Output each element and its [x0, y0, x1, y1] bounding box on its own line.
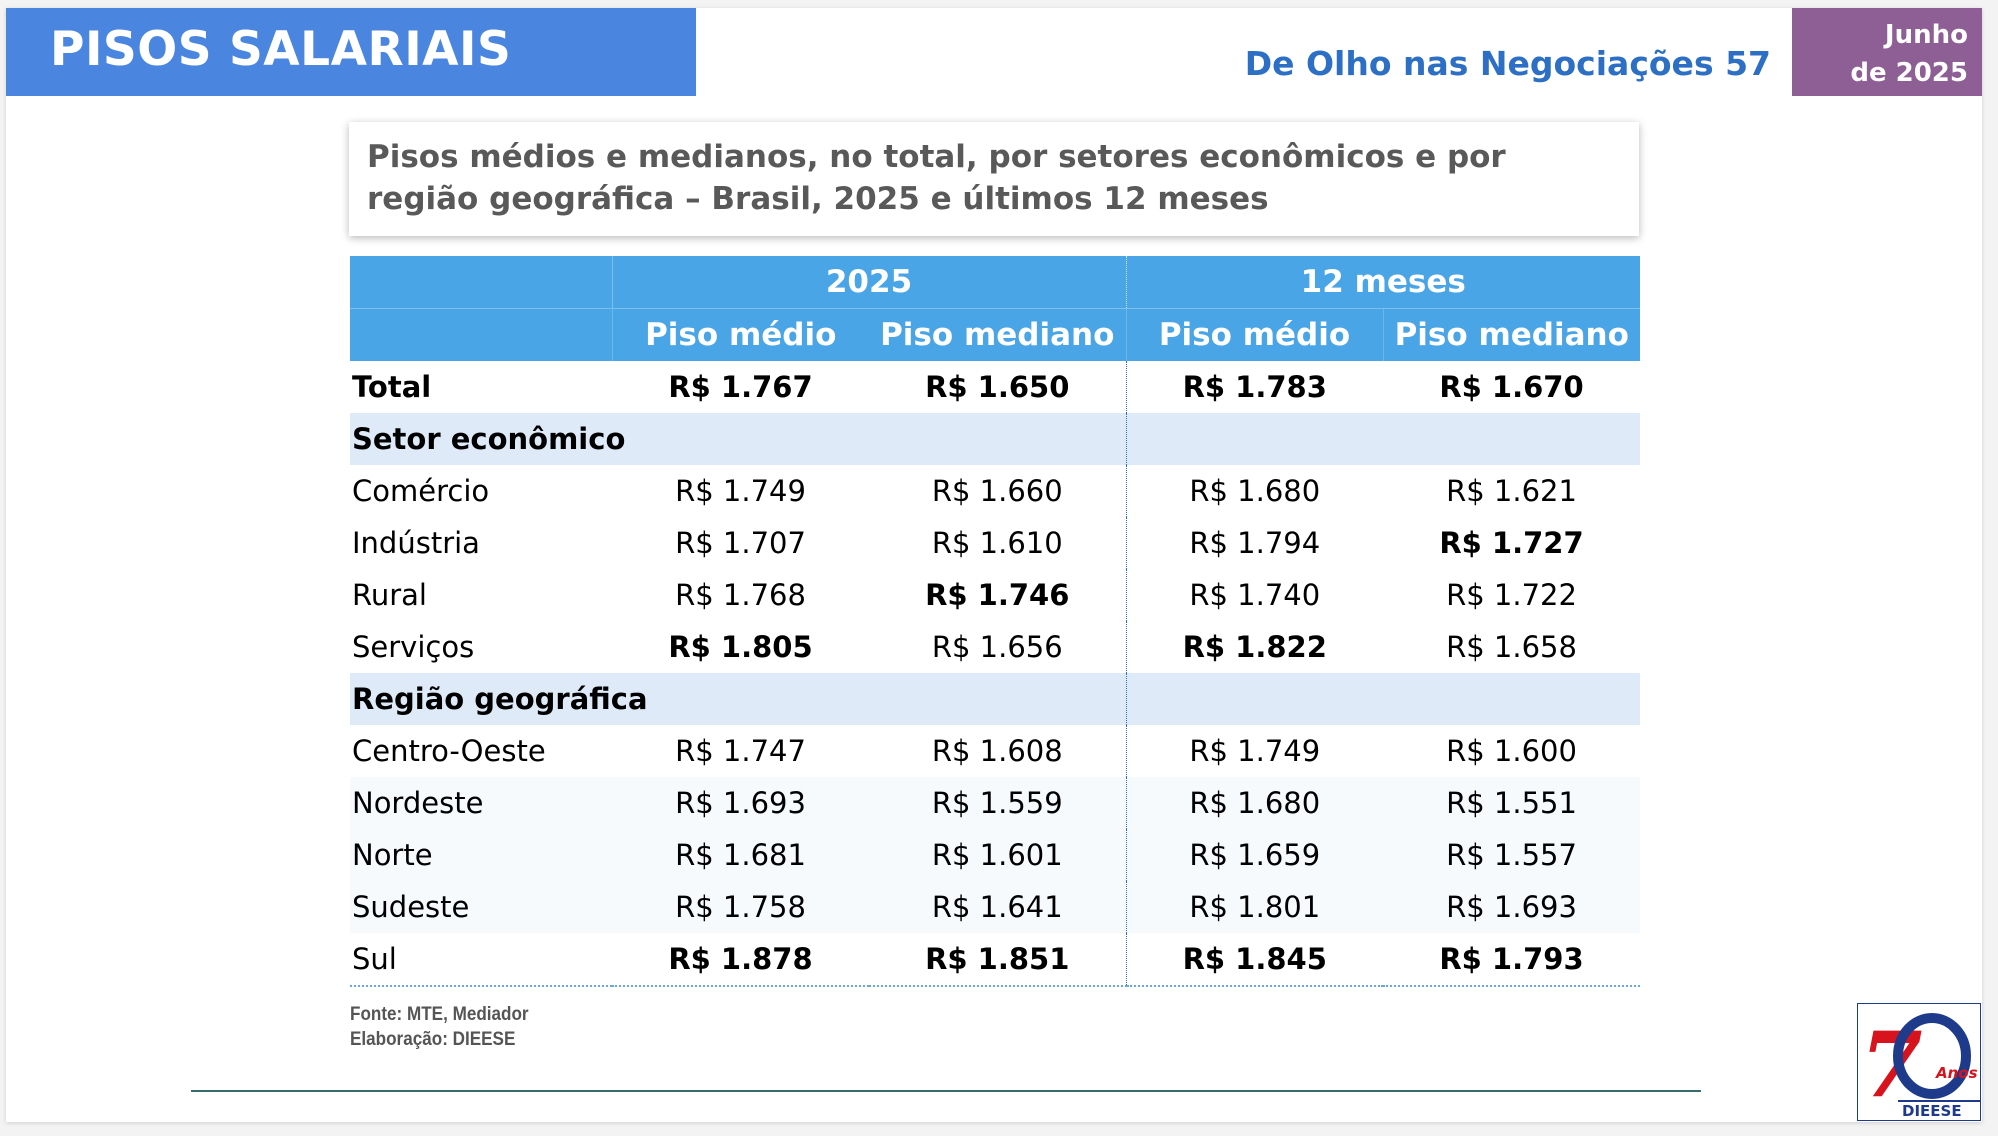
section-row-regiao: Região geográfica	[350, 673, 1640, 725]
row-label: Norte	[350, 829, 612, 881]
header-group-12-meses: 12 meses	[1125, 256, 1640, 309]
value-cell: R$ 1.851	[869, 933, 1126, 987]
date-badge: Junho de 2025	[1792, 8, 1982, 96]
value-cell: R$ 1.749	[675, 474, 806, 508]
value-cell: R$ 1.680	[1125, 465, 1383, 517]
date-month: Junho	[1884, 20, 1968, 50]
value-cell: R$ 1.722	[1446, 578, 1577, 612]
value-cell: R$ 1.801	[1125, 881, 1383, 933]
table-row: Norte R$ 1.681 R$ 1.601 R$ 1.659 R$ 1.55…	[350, 829, 1640, 881]
table-sub-header-row: Piso médio Piso mediano Piso médio Piso …	[350, 308, 1640, 361]
value-cell: R$ 1.559	[869, 777, 1126, 829]
value-cell: R$ 1.660	[931, 474, 1063, 508]
value-cell: R$ 1.793	[1383, 933, 1640, 987]
svg-text:Anos: Anos	[1935, 1064, 1978, 1082]
value-cell: R$ 1.650	[925, 370, 1070, 404]
value-cell: R$ 1.822	[1125, 621, 1383, 673]
row-label: Centro-Oeste	[352, 734, 546, 768]
table-group-header-row: 2025 12 meses	[350, 256, 1640, 309]
header-empty-cell	[350, 256, 612, 309]
value-cell: R$ 1.608	[931, 734, 1063, 768]
dieese-70-anos-logo: 7 Anos DIEESE	[1857, 1003, 1981, 1121]
value-cell: R$ 1.658	[1446, 630, 1577, 664]
table-row-total: Total R$ 1.767 R$ 1.650 R$ 1.783 R$ 1.67…	[350, 361, 1640, 413]
table-row: Rural R$ 1.768 R$ 1.746 R$ 1.740 R$ 1.72…	[350, 569, 1640, 621]
source-line: Fonte: MTE, Mediador	[350, 1004, 529, 1025]
value-cell: R$ 1.659	[1125, 829, 1383, 881]
value-cell: R$ 1.805	[668, 630, 813, 664]
source-note: Fonte: MTE, Mediador Elaboração: DIEESE	[350, 1002, 529, 1052]
value-cell: R$ 1.746	[925, 578, 1070, 612]
row-label: Indústria	[352, 526, 480, 560]
header-empty-cell	[350, 308, 612, 361]
value-cell: R$ 1.767	[668, 370, 813, 404]
credit-line: Elaboração: DIEESE	[350, 1029, 516, 1050]
subtitle-box: Pisos médios e medianos, no total, por s…	[349, 122, 1639, 236]
date-year: de 2025	[1850, 58, 1968, 88]
row-label: Sudeste	[350, 881, 612, 933]
row-label: Serviços	[352, 630, 475, 664]
value-cell: R$ 1.670	[1439, 370, 1584, 404]
value-cell: R$ 1.551	[1383, 777, 1640, 829]
section-label: Setor econômico	[350, 413, 625, 465]
footer-divider	[191, 1090, 1701, 1092]
header-piso-medio-12m: Piso médio	[1125, 308, 1383, 361]
header-group-2025: 2025	[611, 256, 1126, 309]
value-cell: R$ 1.794	[1125, 517, 1383, 569]
row-label: Total	[352, 370, 432, 404]
value-cell: R$ 1.707	[675, 526, 806, 560]
table-row: Serviços R$ 1.805 R$ 1.656 R$ 1.822 R$ 1…	[350, 621, 1640, 673]
value-cell: R$ 1.878	[612, 933, 869, 987]
wage-floor-table: 2025 12 meses Piso médio Piso mediano Pi…	[350, 256, 1640, 987]
value-cell: R$ 1.758	[612, 881, 869, 933]
table-row: Indústria R$ 1.707 R$ 1.610 R$ 1.794 R$ …	[350, 517, 1640, 569]
value-cell: R$ 1.845	[1125, 933, 1383, 987]
value-cell: R$ 1.680	[1125, 777, 1383, 829]
value-cell: R$ 1.749	[1125, 725, 1383, 777]
table-row: Comércio R$ 1.749 R$ 1.660 R$ 1.680 R$ 1…	[350, 465, 1640, 517]
header-piso-mediano-12m: Piso mediano	[1382, 308, 1640, 361]
slide: PISOS SALARIAIS De Olho nas Negociações …	[6, 8, 1982, 1122]
value-cell: R$ 1.693	[612, 777, 869, 829]
value-cell: R$ 1.557	[1383, 829, 1640, 881]
header-piso-mediano-2025: Piso mediano	[869, 308, 1126, 361]
svg-text:DIEESE: DIEESE	[1902, 1102, 1962, 1120]
table-row: Sul R$ 1.878 R$ 1.851 R$ 1.845 R$ 1.793	[350, 933, 1640, 987]
value-cell: R$ 1.768	[675, 578, 806, 612]
value-cell: R$ 1.656	[931, 630, 1063, 664]
table-row: Centro-Oeste R$ 1.747 R$ 1.608 R$ 1.749 …	[350, 725, 1640, 777]
row-label: Sul	[350, 933, 612, 987]
value-cell: R$ 1.621	[1446, 474, 1577, 508]
series-title: De Olho nas Negociações 57	[1244, 44, 1771, 83]
value-cell: R$ 1.681	[612, 829, 869, 881]
section-label: Região geográfica	[350, 673, 648, 725]
value-cell: R$ 1.610	[931, 526, 1063, 560]
table-row: Nordeste R$ 1.693 R$ 1.559 R$ 1.680 R$ 1…	[350, 777, 1640, 829]
row-label: Nordeste	[350, 777, 612, 829]
value-cell: R$ 1.641	[869, 881, 1126, 933]
value-cell: R$ 1.693	[1383, 881, 1640, 933]
table-row: Sudeste R$ 1.758 R$ 1.641 R$ 1.801 R$ 1.…	[350, 881, 1640, 933]
header-piso-medio-2025: Piso médio	[611, 308, 869, 361]
page-title: PISOS SALARIAIS	[50, 22, 512, 77]
value-cell: R$ 1.600	[1446, 734, 1577, 768]
title-banner: PISOS SALARIAIS	[6, 8, 696, 96]
value-cell: R$ 1.783	[1125, 361, 1383, 413]
value-cell: R$ 1.740	[1125, 569, 1383, 621]
row-label: Comércio	[352, 474, 490, 508]
value-cell: R$ 1.601	[869, 829, 1126, 881]
table-subtitle: Pisos médios e medianos, no total, por s…	[367, 139, 1506, 217]
section-row-setor: Setor econômico	[350, 413, 1640, 465]
row-label: Rural	[352, 578, 427, 612]
value-cell: R$ 1.747	[675, 734, 806, 768]
dieese-logo-icon: 7 Anos DIEESE	[1860, 1012, 1980, 1120]
value-cell: R$ 1.727	[1439, 526, 1584, 560]
